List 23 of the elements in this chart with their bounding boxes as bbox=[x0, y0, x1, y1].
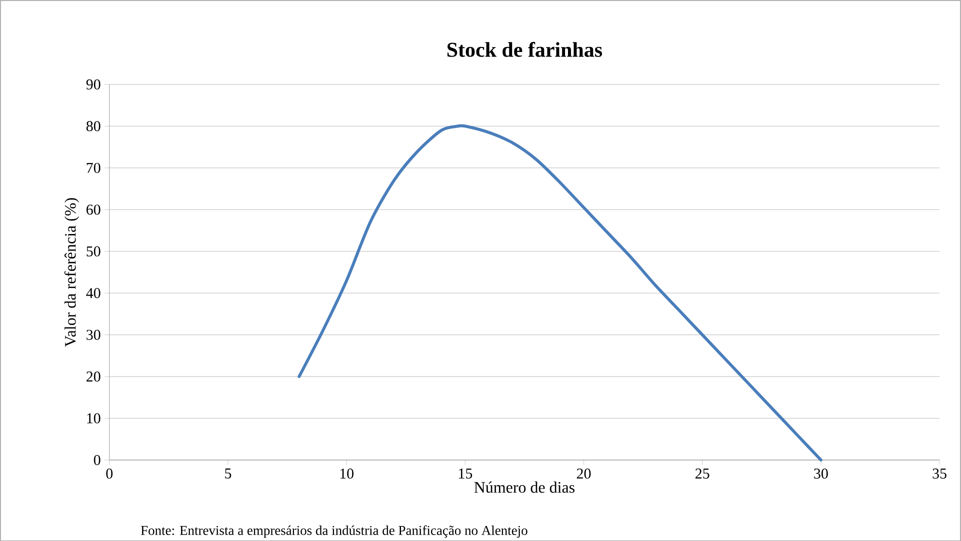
y-tick-label: 30 bbox=[86, 330, 100, 340]
x-tick-label: 15 bbox=[458, 468, 472, 478]
y-tick-label: 20 bbox=[86, 371, 100, 382]
y-tick-label: 90 bbox=[86, 79, 100, 90]
y-tick-label: 0 bbox=[94, 454, 100, 465]
x-tick-label: 0 bbox=[106, 468, 113, 478]
x-tick-label: 20 bbox=[576, 468, 591, 478]
x-axis-title: Número de dias bbox=[474, 481, 574, 493]
x-tick-label: 35 bbox=[932, 468, 946, 478]
y-tick-label: 60 bbox=[86, 204, 100, 214]
x-tick-label: 10 bbox=[340, 468, 354, 478]
line-series bbox=[298, 124, 822, 462]
y-tick-label: 70 bbox=[86, 162, 100, 173]
y-tick-label: 40 bbox=[86, 288, 100, 298]
x-tick-label: 25 bbox=[696, 468, 710, 478]
chart-title: Stock de farinhas bbox=[447, 42, 602, 57]
y-tick-label: 50 bbox=[86, 246, 100, 256]
y-tick-label: 80 bbox=[86, 120, 100, 131]
x-tick-label: 30 bbox=[814, 468, 828, 478]
y-axis-title: Valor da referência (%) bbox=[64, 198, 80, 347]
x-tick-label: 5 bbox=[225, 468, 232, 478]
y-tick-label: 10 bbox=[87, 413, 100, 424]
source-note: Fonte: Entrevista a empresários da indústria de Panificação no Alentejo bbox=[140, 525, 528, 538]
